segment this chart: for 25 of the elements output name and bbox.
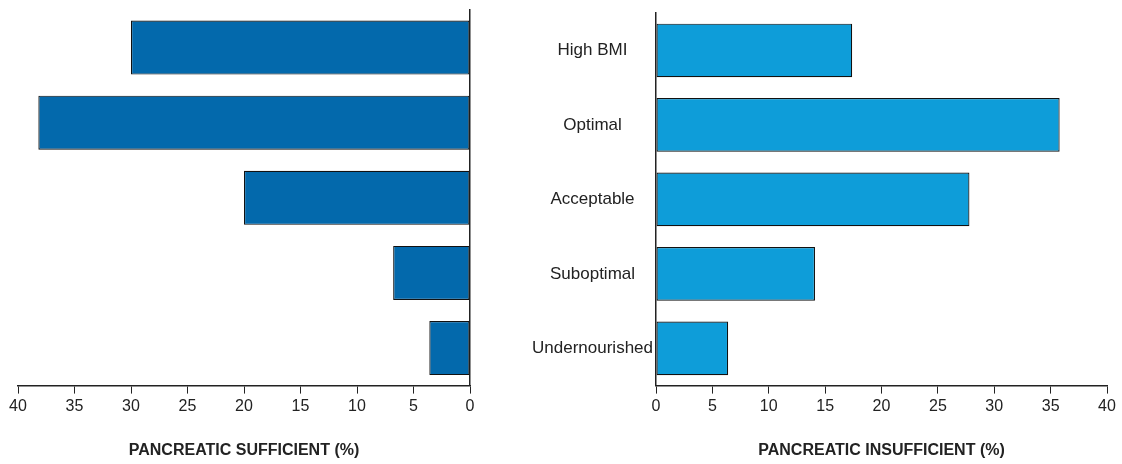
y-tick-label: Undernourished [532, 338, 653, 358]
y-tick-label: Suboptimal [549, 263, 636, 283]
x-tick-label: 40 [1098, 396, 1116, 414]
x-tick-label: 5 [409, 396, 419, 414]
y-tick-label: Optimal [563, 114, 622, 134]
x-tick-label: 30 [985, 396, 1004, 414]
x-tick-label: 35 [65, 396, 84, 414]
x-tick-label: 5 [707, 396, 717, 414]
x-tick-label: 10 [348, 396, 366, 414]
x-tick-label: 20 [872, 396, 891, 414]
x-axis-title: PANCREATIC SUFFICIENT (%) [128, 440, 360, 458]
x-tick-label: 25 [928, 396, 947, 414]
x-tick-label: 20 [235, 396, 253, 414]
y-tick-label: Acceptable [550, 189, 635, 209]
x-tick-label: 0 [465, 396, 475, 414]
x-tick-label: 10 [759, 396, 778, 414]
x-tick-label: 40 [9, 396, 27, 414]
x-tick-label: 35 [1041, 396, 1060, 414]
y-tick-label: High BMI [557, 40, 628, 60]
x-tick-label: 0 [651, 396, 661, 414]
x-tick-label: 15 [816, 396, 835, 414]
x-axis-title: PANCREATIC INSUFFICIENT (%) [758, 440, 1005, 458]
x-tick-label: 25 [178, 396, 197, 414]
x-tick-label: 15 [291, 396, 310, 414]
x-tick-label: 30 [122, 396, 140, 414]
